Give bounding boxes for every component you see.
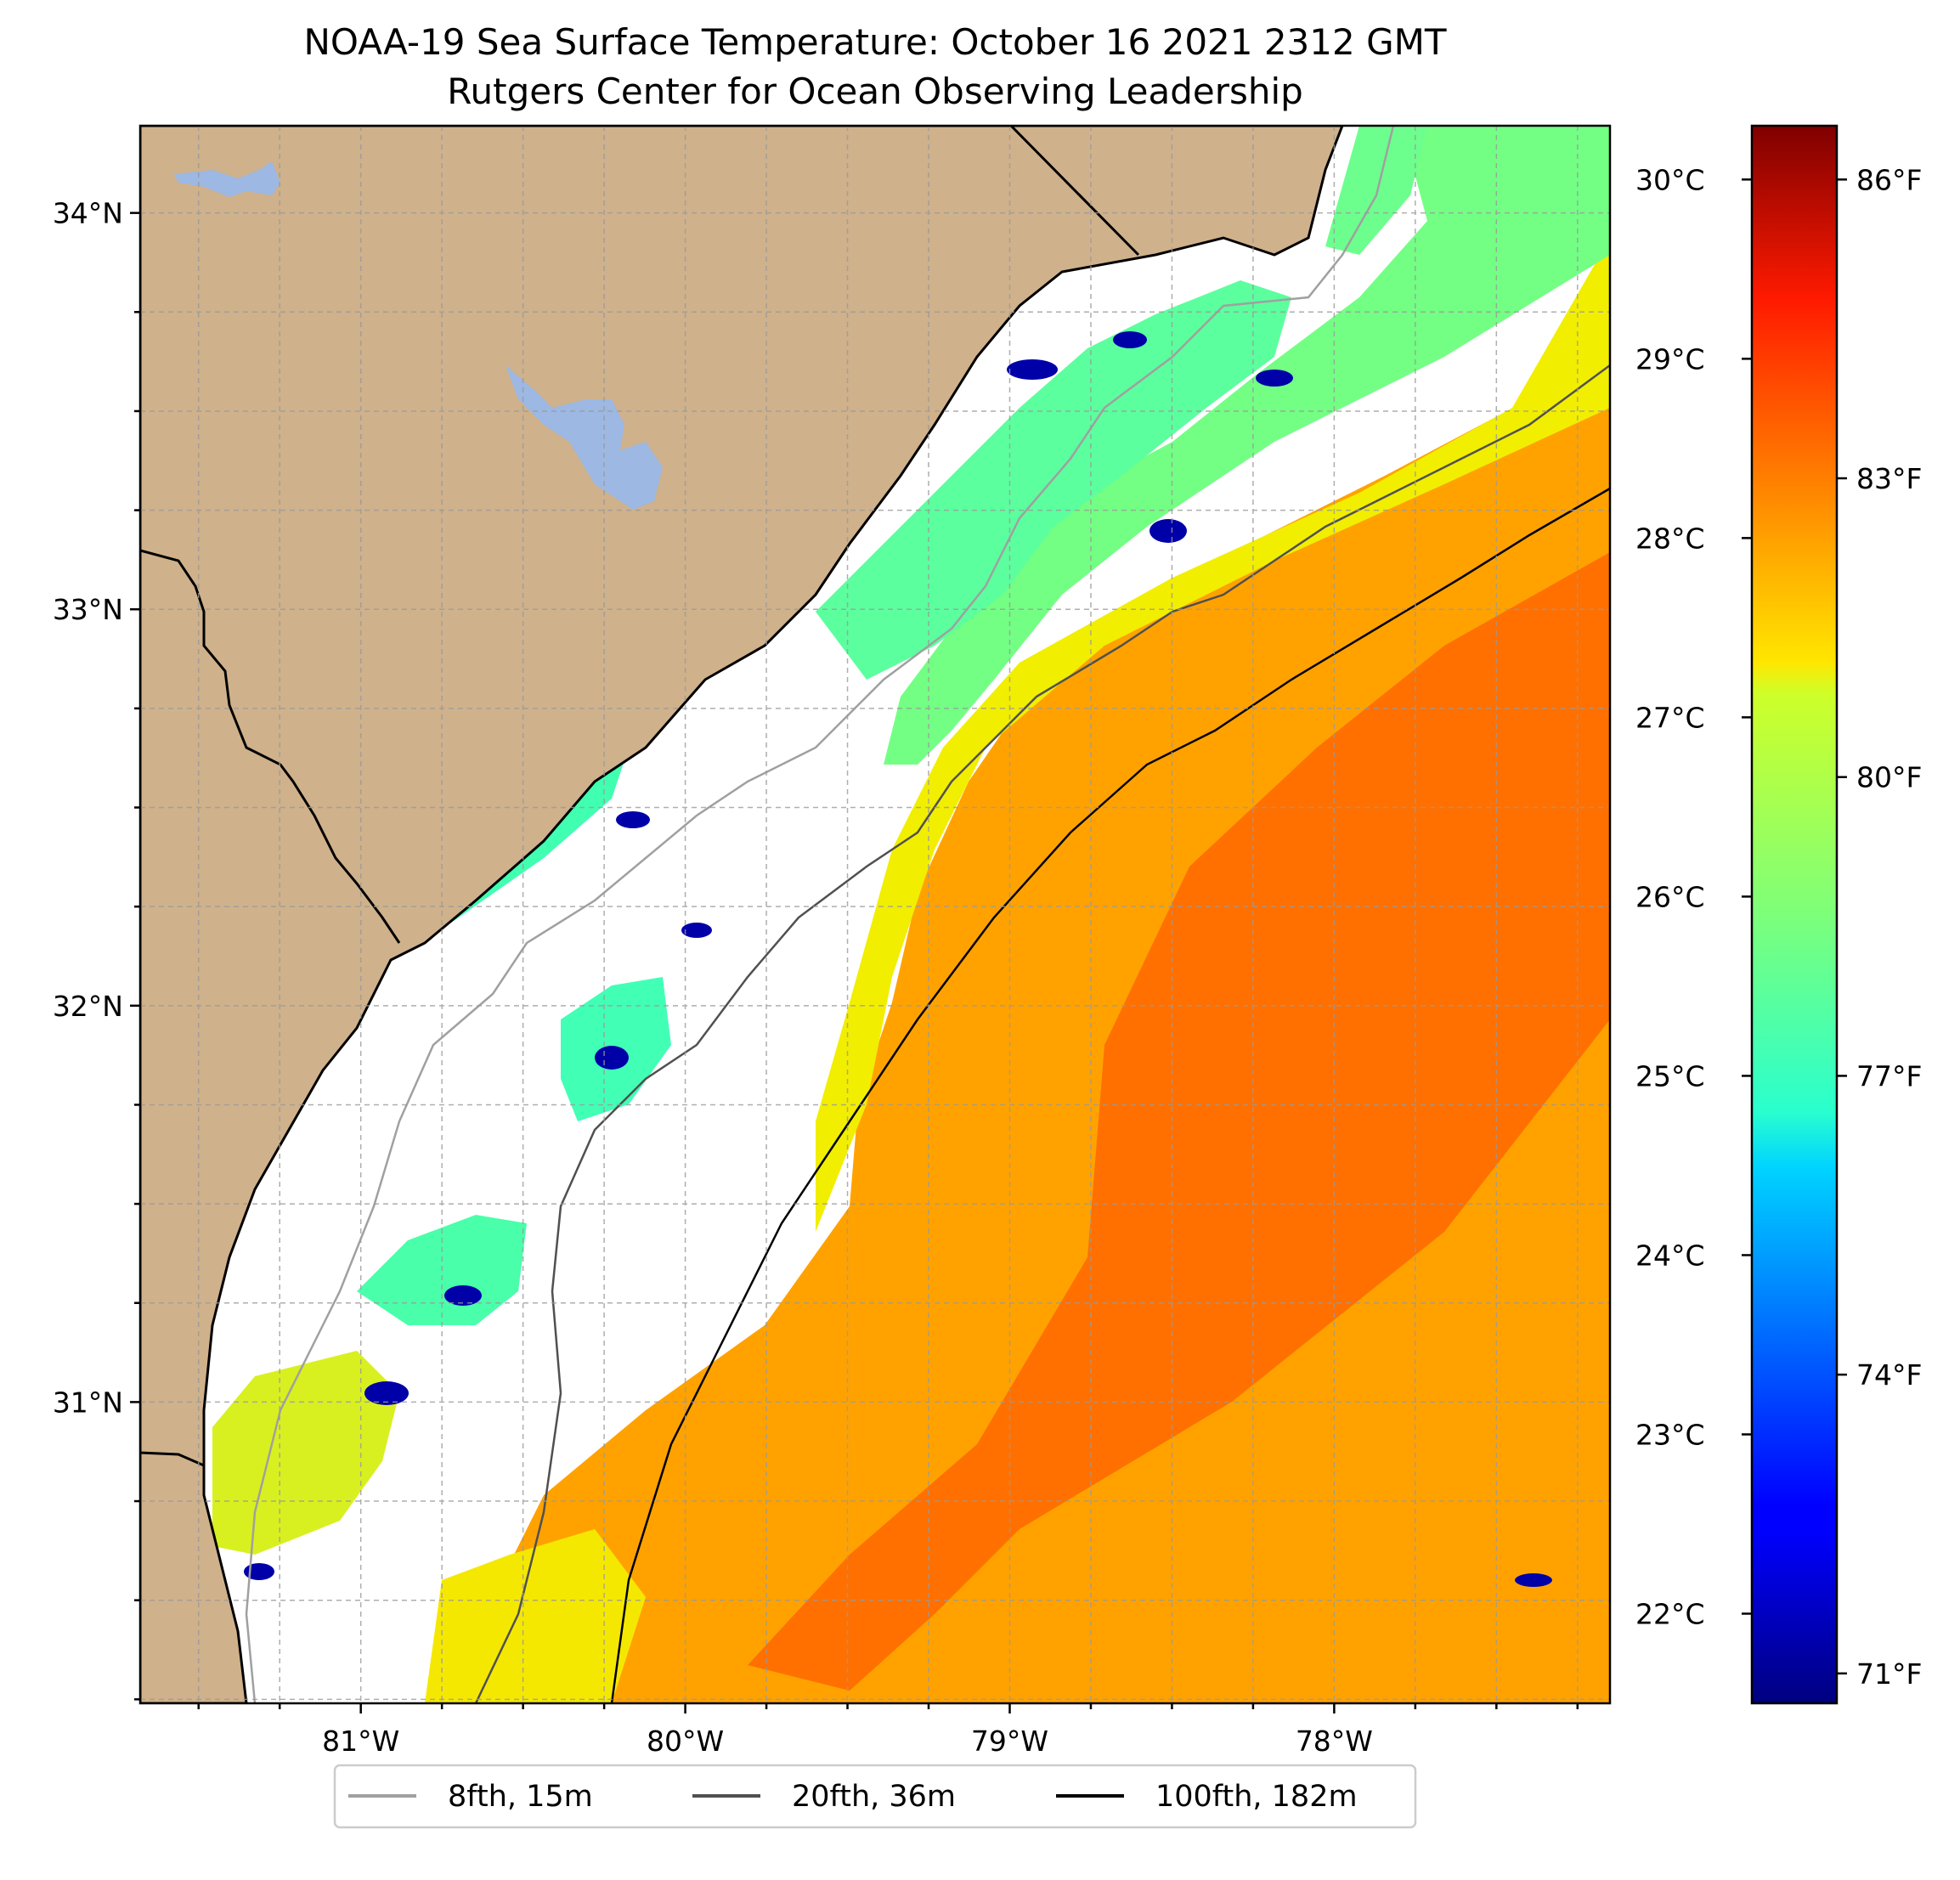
colorbar-celsius-tick-label: 29°C xyxy=(1635,342,1705,375)
latitude-tick-labels: 31°N 32°N 33°N 34°N xyxy=(53,197,123,1420)
colorbar-celsius-tick-label: 23°C xyxy=(1635,1418,1705,1451)
contour-20fth xyxy=(474,364,1610,1703)
lat-tick-label: 34°N xyxy=(53,197,123,230)
lon-tick-label: 80°W xyxy=(647,1725,724,1758)
colorbar-fahrenheit-tick-label: 71°F xyxy=(1856,1657,1922,1691)
sst-yellow-southwest xyxy=(212,1351,399,1555)
colorbar-celsius-tick-label: 25°C xyxy=(1635,1059,1705,1092)
sst-hot-core xyxy=(748,552,1610,1691)
lon-tick-label: 79°W xyxy=(971,1725,1048,1758)
sst-green-tail-north xyxy=(1325,126,1427,255)
title-line-2: Rutgers Center for Ocean Observing Leade… xyxy=(447,71,1303,112)
sst-green-north xyxy=(884,126,1610,765)
colorbar-celsius-tick-label: 24°C xyxy=(1635,1239,1705,1272)
colorbar-fahrenheit-ticks: 71°F 74°F 77°F 80°F 83°F 86°F xyxy=(1837,163,1922,1691)
land xyxy=(140,126,1344,1703)
map-frame xyxy=(138,124,1612,1705)
colorbar-celsius-tick-label: 27°C xyxy=(1635,701,1705,734)
colorbar-gradient xyxy=(1750,124,1839,1705)
colorbar-fahrenheit-tick-label: 74°F xyxy=(1856,1358,1922,1392)
colorbar-fahrenheit-tick-label: 80°F xyxy=(1856,761,1922,794)
colorbar-celsius-tick-label: 22°C xyxy=(1635,1597,1705,1630)
title-line-1: NOAA-19 Sea Surface Temperature: October… xyxy=(303,21,1446,63)
colorbar: 22°C 23°C 24°C 25°C 26°C 27°C 28°C 29°C 30°C 71°… xyxy=(1635,124,1922,1705)
depth-legend: 8fth, 15m 20fth, 36m 100fth, 182m xyxy=(333,1764,1417,1829)
graticule xyxy=(140,126,1610,1703)
map-panel xyxy=(140,126,1610,1703)
legend-label-8fth: 8fth, 15m xyxy=(448,1780,593,1814)
legend-label-100fth: 100fth, 182m xyxy=(1155,1780,1358,1814)
legend-frame xyxy=(333,1764,1417,1829)
map-axis-ticks xyxy=(130,212,1579,1713)
lat-tick-label: 33°N xyxy=(53,593,123,626)
lon-tick-label: 81°W xyxy=(322,1725,399,1758)
colorbar-celsius-tick-label: 26°C xyxy=(1635,880,1705,913)
colorbar-celsius-tick-label: 30°C xyxy=(1635,163,1705,196)
sst-warm-offshore xyxy=(493,357,1610,1703)
sst-yellow-band xyxy=(816,238,1610,1232)
lat-tick-label: 32°N xyxy=(53,990,123,1023)
lake-north xyxy=(174,161,280,197)
colorbar-fahrenheit-tick-label: 86°F xyxy=(1856,163,1922,196)
lon-tick-label: 78°W xyxy=(1296,1725,1373,1758)
longitude-tick-labels: 81°W 80°W 79°W 78°W xyxy=(322,1725,1373,1758)
colorbar-fahrenheit-tick-label: 83°F xyxy=(1856,462,1922,495)
lake-marion xyxy=(506,365,663,510)
lat-tick-label: 31°N xyxy=(53,1386,123,1419)
contour-8fth xyxy=(245,126,1395,1703)
colorbar-celsius-tick-label: 28°C xyxy=(1635,522,1705,555)
legend-label-20fth: 20fth, 36m xyxy=(792,1780,956,1814)
sst-yellow-south xyxy=(425,1529,646,1703)
colorbar-fahrenheit-tick-label: 77°F xyxy=(1856,1059,1922,1092)
colorbar-celsius-ticks: 22°C 23°C 24°C 25°C 26°C 27°C 28°C 29°C 30°C xyxy=(1635,163,1752,1630)
